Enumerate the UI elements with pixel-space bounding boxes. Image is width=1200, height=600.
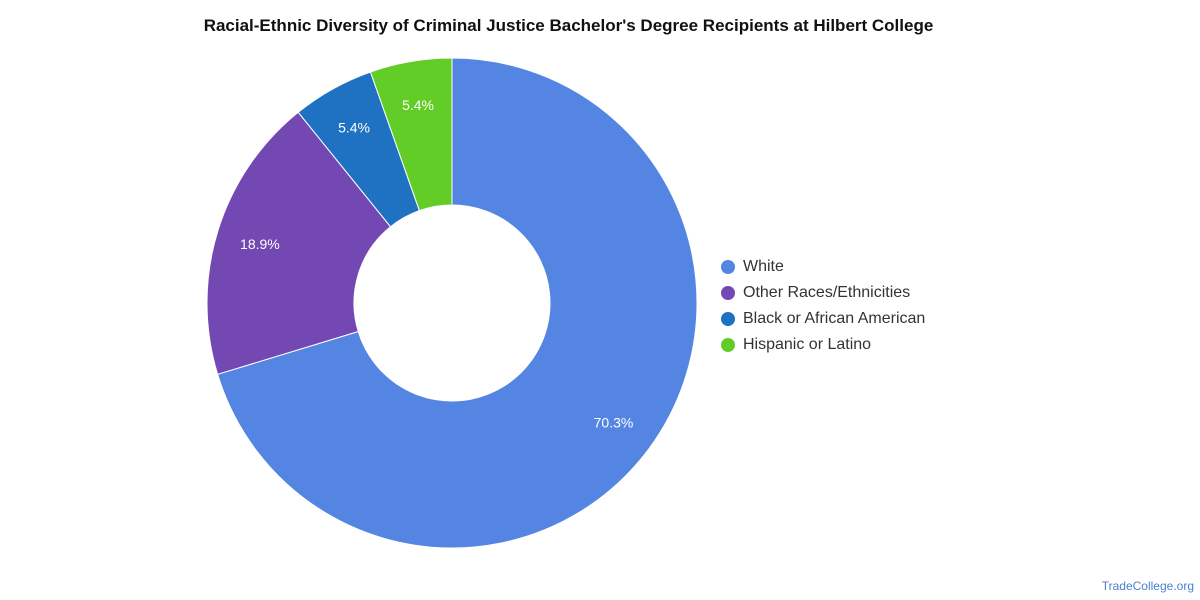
donut-slice-labels: 70.3% 18.9% 5.4% 5.4% [240,97,633,431]
legend-swatch-icon [721,286,735,300]
slice-white [216,57,698,549]
legend-item-other-races-ethnicities[interactable]: Other Races/Ethnicities [721,280,925,306]
legend-label: Hispanic or Latino [743,336,872,353]
slice-other-races-ethnicities [206,111,392,375]
watermark: TradeCollege.org [1101,579,1194,593]
chart-title: Racial-Ethnic Diversity of Criminal Just… [203,16,934,35]
slice-label-white: 70.3% [594,415,634,431]
legend-swatch-icon [721,312,735,326]
slice-label-hispanic-or-latino: 5.4% [402,97,434,113]
legend-item-hispanic-or-latino[interactable]: Hispanic or Latino [721,332,925,358]
legend-item-black-or-african-american[interactable]: Black or African American [721,306,925,332]
legend-swatch-icon [721,338,735,352]
donut-slices [206,57,698,549]
legend-label: Other Races/Ethnicities [743,284,911,301]
slice-label-black-or-african-american: 5.4% [338,119,370,135]
legend-label: White [743,258,784,275]
legend-item-white[interactable]: White [721,254,925,280]
legend-label: Black or African American [743,310,926,327]
legend-swatch-icon [721,260,735,274]
slice-hispanic-or-latino [369,57,453,212]
chart-legend: White Other Races/Ethnicities Black or Afr… [721,254,925,358]
slice-label-other-races-ethnicities: 18.9% [240,236,280,252]
